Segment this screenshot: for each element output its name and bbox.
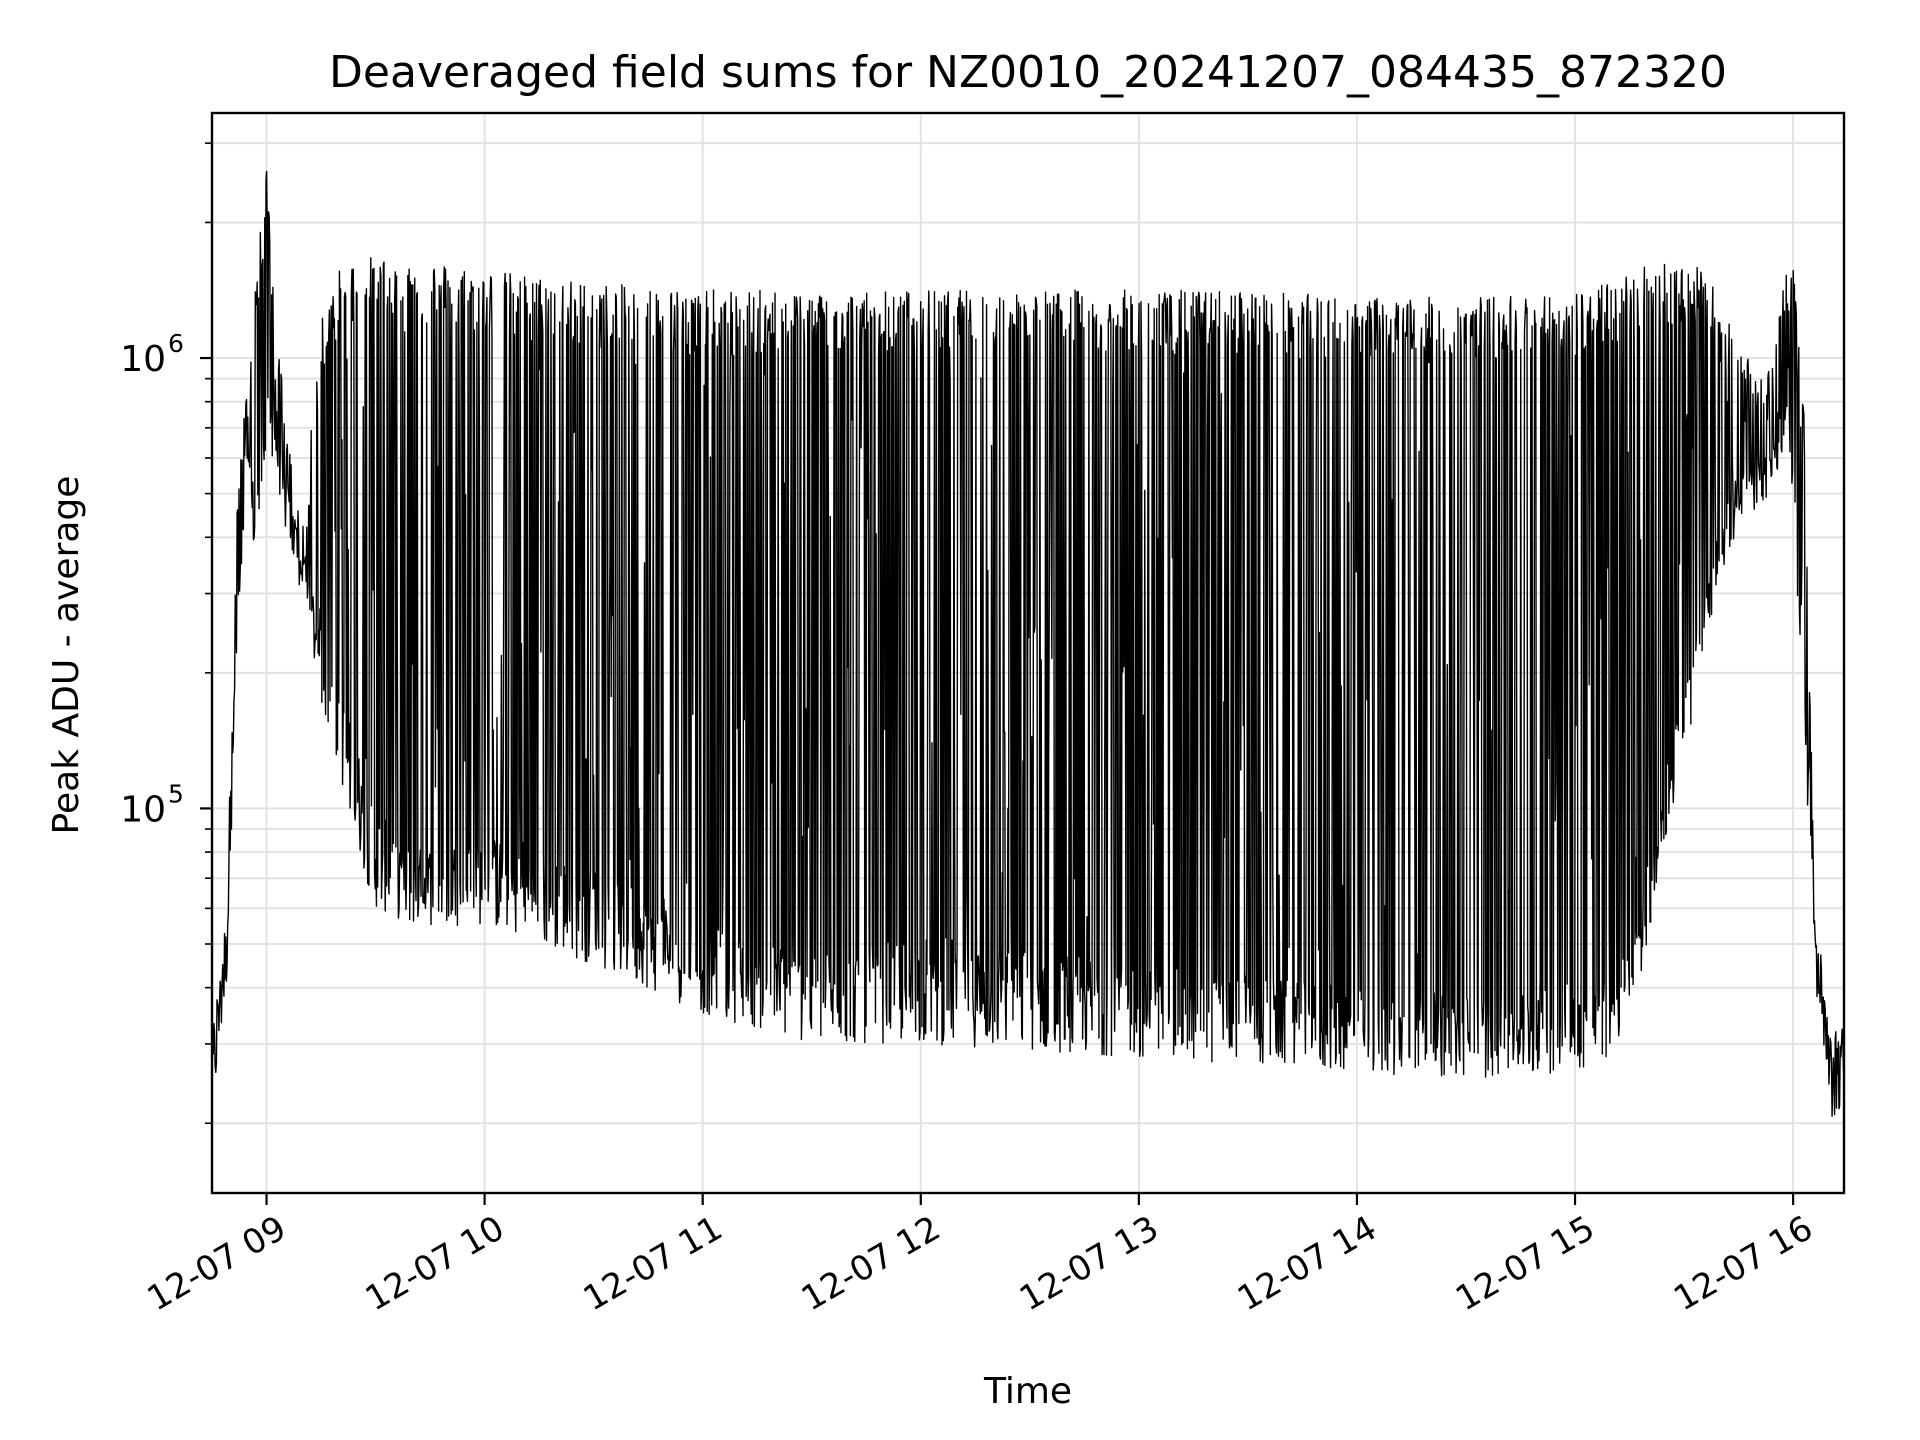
y-tick-exponent-6: 6	[168, 329, 184, 358]
chart-title: Deaveraged field sums for NZ0010_2024120…	[329, 47, 1727, 98]
y-tick-label-5: 10	[120, 789, 166, 830]
data-series-line	[211, 170, 1845, 1117]
y-tick-label-6: 10	[120, 339, 166, 380]
y-tick-exponent-5: 5	[168, 779, 184, 808]
y-axis-label: Peak ADU - average	[46, 476, 87, 835]
plot-frame	[210, 111, 1846, 1195]
x-axis-label: Time	[983, 1371, 1072, 1412]
